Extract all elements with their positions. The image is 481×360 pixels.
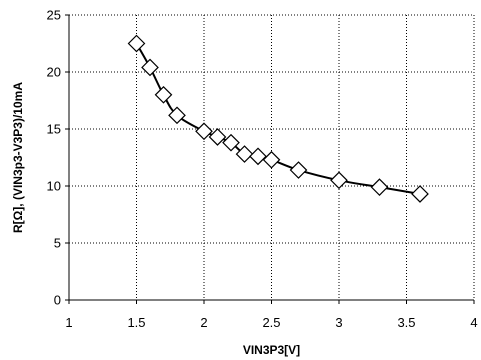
data-point-diamond [235,145,254,163]
data-point-diamond [195,122,213,141]
data-point-diamond [168,106,186,125]
x-axis-title: VIN3P3[V] [243,343,300,357]
data-point-diamond [330,171,348,190]
data-point-diamond [141,58,159,77]
y-tick-label: 25 [47,8,61,23]
x-tick-label: 2 [200,315,207,330]
y-axis-title: R[Ω], (VIN3p3-V3P3)/10mA [11,82,25,233]
data-point-diamond [154,85,173,104]
x-tick-label: 4 [470,315,477,330]
y-tick-label: 15 [47,122,61,137]
x-tick-labels: 1 1.5 2 2.5 3 3.5 4 [65,315,477,330]
y-tick-label: 0 [54,293,61,308]
data-point-diamond [370,178,389,196]
data-point-diamond [411,185,429,203]
tick-marks [65,14,475,304]
data-point-diamond [127,34,146,53]
y-tick-label: 5 [54,236,61,251]
data-point-diamond [289,161,308,179]
y-tick-labels: 0 5 10 15 20 25 [47,8,61,308]
x-tick-label: 1 [65,315,72,330]
x-tick-label: 3 [335,315,342,330]
data-point-diamond [249,147,267,166]
gridlines [69,14,475,300]
y-tick-label: 20 [47,65,61,80]
x-tick-label: 3.5 [397,315,415,330]
data-point-diamond [262,150,281,169]
y-tick-label: 10 [47,179,61,194]
data-point-diamond [222,133,240,152]
x-tick-label: 1.5 [127,315,145,330]
data-point-diamond [208,128,227,146]
x-tick-label: 2.5 [262,315,280,330]
data-points [127,34,429,203]
